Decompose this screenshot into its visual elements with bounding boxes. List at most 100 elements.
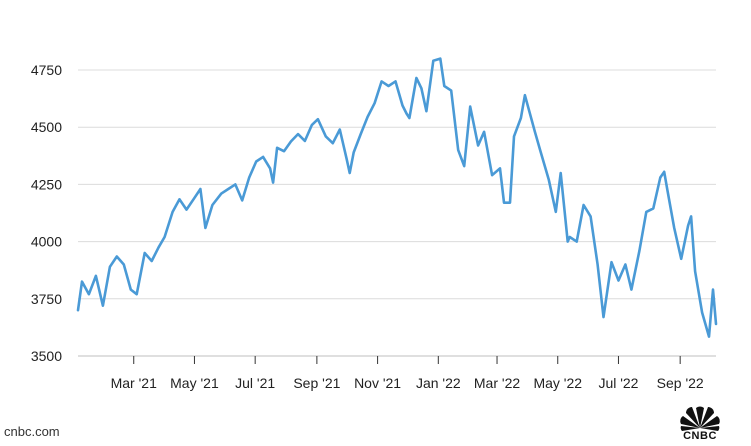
data-point [135,293,138,296]
data-point [624,263,627,266]
series-line [76,57,718,338]
data-point [463,165,466,167]
data-point [534,131,536,133]
data-point [540,151,542,154]
x-tick-label: Jul '21 [235,375,275,391]
data-point [443,85,446,87]
data-point [380,80,383,83]
data-point [248,176,250,179]
data-point [373,102,376,104]
x-tick-label: May '22 [533,375,582,391]
data-point [659,176,662,179]
data-point [405,112,408,115]
data-point [241,199,243,202]
data-point [269,167,271,170]
source-credit: cnbc.com [4,424,60,439]
data-point [178,198,181,201]
data-point [666,188,668,190]
data-point [450,89,453,92]
data-point [499,167,501,170]
data-point [712,288,714,291]
data-point [680,258,682,260]
data-point [694,270,696,273]
data-point [630,288,633,291]
data-point [524,94,526,96]
data-point [332,142,334,144]
data-point [211,204,214,206]
data-point [513,135,515,138]
data-point [325,135,327,138]
x-tick-label: Sep '21 [293,375,340,391]
data-point [439,57,442,60]
data-point [687,224,689,227]
data-point [81,280,83,283]
x-tick-label: Mar '22 [474,375,520,391]
data-point [88,293,90,296]
data-point [610,261,613,264]
data-point [227,188,230,190]
data-point [559,172,562,174]
x-axis-ticks: Mar '21 May '21 Jul '21 Sep '21 Nov '21 Jan '… [111,356,704,391]
data-point [185,208,188,211]
data-point [457,149,460,151]
data-point [150,260,153,262]
data-point [617,279,620,282]
data-point [566,240,569,243]
data-point [520,117,522,119]
data-point [109,266,111,268]
data-point [401,104,404,107]
data-point [339,128,341,131]
y-axis-ticks: 3500 3750 4000 4250 4500 4750 [31,62,62,364]
data-point [297,133,299,135]
data-point [283,150,285,152]
data-point [483,131,485,133]
y-tick-label: 3750 [31,291,62,307]
cnbc-peacock-logo-icon [680,406,720,431]
data-point [272,181,274,184]
data-point [317,118,319,120]
data-point [645,211,648,213]
data-point [352,151,355,154]
data-point [171,211,174,213]
data-point [602,316,605,318]
data-point [408,117,411,119]
x-tick-label: Mar '21 [111,375,157,391]
y-tick-label: 4750 [31,62,62,78]
data-point [163,236,166,238]
data-point [276,147,278,149]
data-point [220,192,223,195]
data-point [469,105,472,108]
x-tick-label: Nov '21 [354,375,401,391]
data-point [575,240,578,243]
data-point [366,116,369,118]
data-point [652,207,655,210]
x-tick-label: Sep '22 [657,375,704,391]
data-point [77,309,79,312]
data-point [290,140,292,143]
data-point [255,160,257,163]
data-point [116,255,118,258]
x-tick-label: May '21 [170,375,219,391]
data-point [596,263,599,266]
data-point [509,201,511,204]
data-point [491,174,493,176]
data-point [95,275,97,277]
data-point [690,215,692,218]
data-point [503,201,505,204]
data-point [673,227,675,229]
data-point [234,183,237,186]
y-tick-label: 4000 [31,234,62,250]
data-point [387,85,390,87]
data-point [568,236,571,238]
data-point [394,80,397,83]
series-layer [76,57,718,338]
data-point [348,172,351,174]
data-point [262,156,264,158]
data-point [701,311,703,314]
y-tick-label: 4250 [31,176,62,192]
data-point [708,335,710,338]
data-point [555,211,557,213]
data-point [715,323,717,325]
data-point [663,171,665,173]
